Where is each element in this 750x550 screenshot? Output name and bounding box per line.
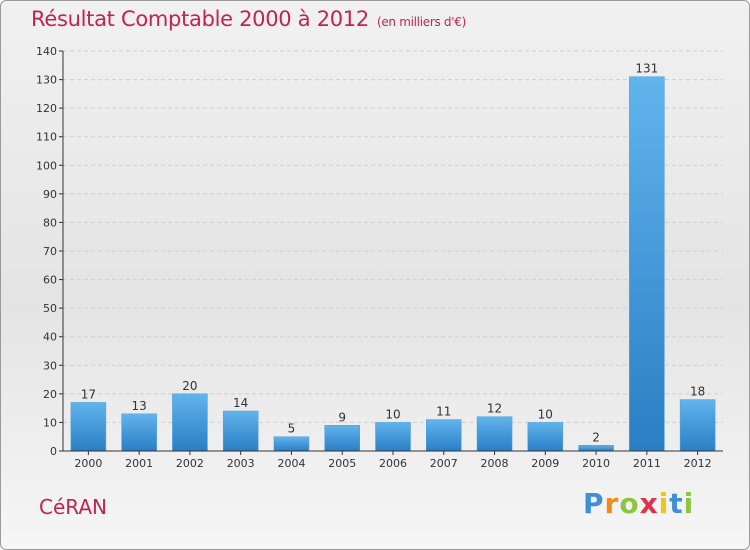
logo-letter: i	[683, 487, 695, 520]
y-tick-label: 50	[43, 302, 57, 315]
x-tick-label-2003: 2003	[227, 457, 255, 470]
bar-2012	[679, 399, 716, 452]
logo-letter: r	[604, 487, 620, 520]
bar-2001	[121, 413, 157, 452]
y-tick-label: 10	[43, 416, 57, 429]
value-label-2005: 9	[338, 410, 346, 424]
y-tick-label: 120	[36, 102, 57, 115]
logo-letter: o	[619, 487, 640, 520]
value-label-2008: 12	[487, 402, 502, 416]
x-tick-label-2002: 2002	[176, 457, 204, 470]
proxiti-logo: Proxiti	[583, 487, 694, 520]
bar-2009	[527, 422, 564, 452]
y-tick-label: 60	[43, 274, 57, 287]
value-label-2009: 10	[538, 407, 553, 421]
chart-title-text: Résultat Comptable 2000 à 2012	[31, 7, 369, 31]
logo-letter: t	[669, 487, 684, 520]
bar-2000	[70, 402, 107, 452]
commune-name: CéRAN	[39, 495, 107, 519]
bar-2011	[629, 76, 665, 452]
value-label-2001: 13	[132, 399, 147, 413]
x-tick-label-2005: 2005	[328, 457, 356, 470]
bar-2002	[172, 393, 208, 452]
x-tick-label-2008: 2008	[481, 457, 509, 470]
chart-subtitle: (en milliers d'€)	[376, 15, 466, 29]
x-tick-label-2000: 2000	[74, 457, 102, 470]
value-label-2002: 20	[182, 379, 197, 393]
bar-2004	[273, 436, 310, 452]
bar-2008	[476, 416, 513, 452]
bar-2003	[222, 410, 259, 452]
y-tick-label: 20	[43, 388, 57, 401]
chart-title: Résultat Comptable 2000 à 2012 (en millie…	[31, 7, 466, 31]
bar-2006	[375, 422, 411, 452]
x-tick-label-2006: 2006	[379, 457, 407, 470]
value-label-2006: 10	[385, 407, 400, 421]
value-label-2007: 11	[436, 405, 451, 419]
y-tick-label: 70	[43, 245, 57, 258]
y-tick-label: 130	[36, 74, 57, 87]
x-tick-label-2009: 2009	[531, 457, 559, 470]
x-tick-label-2004: 2004	[277, 457, 305, 470]
value-label-2004: 5	[288, 422, 296, 436]
x-tick-label-2007: 2007	[430, 457, 458, 470]
y-tick-label: 90	[43, 188, 57, 201]
bar-2007	[426, 419, 462, 452]
value-label-2010: 2	[592, 430, 600, 444]
x-tick-label-2012: 2012	[684, 457, 712, 470]
y-tick-label: 80	[43, 216, 57, 229]
y-tick-label: 40	[43, 331, 57, 344]
y-tick-label: 140	[36, 45, 57, 58]
x-tick-label-2011: 2011	[633, 457, 661, 470]
y-tick-label: 0	[50, 445, 57, 458]
x-tick-label-2010: 2010	[582, 457, 610, 470]
value-label-2003: 14	[233, 396, 248, 410]
y-tick-label: 30	[43, 359, 57, 372]
logo-letter: P	[583, 487, 605, 520]
value-label-2000: 17	[81, 387, 96, 401]
value-label-2011: 131	[635, 62, 658, 76]
logo-letter: x	[639, 487, 659, 520]
logo-letter: i	[658, 487, 670, 520]
y-tick-label: 110	[36, 131, 57, 144]
value-label-2012: 18	[690, 385, 705, 399]
bar-2010	[578, 445, 614, 452]
x-tick-label-2001: 2001	[125, 457, 153, 470]
bar-2005	[324, 425, 360, 452]
y-tick-label: 100	[36, 159, 57, 172]
